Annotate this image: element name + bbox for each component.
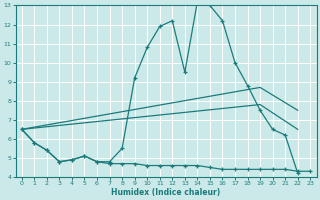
X-axis label: Humidex (Indice chaleur): Humidex (Indice chaleur): [111, 188, 221, 197]
